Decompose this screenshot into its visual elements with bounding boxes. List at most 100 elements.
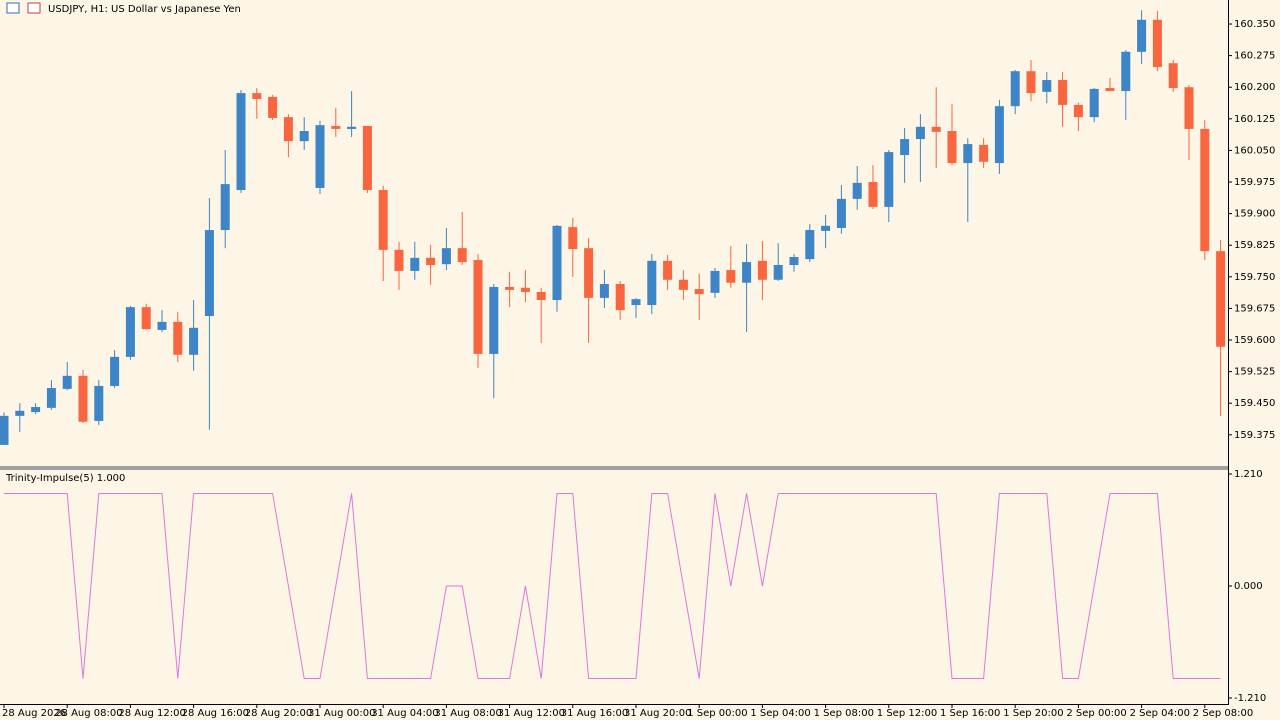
x-tick-label: 31 Aug 12:00 bbox=[498, 708, 565, 719]
y-tick-label: -1.210 bbox=[1234, 693, 1266, 704]
candle-body bbox=[599, 283, 609, 298]
x-tick-label: 28 Aug 12:00 bbox=[118, 708, 185, 719]
x-tick-label: 28 Aug 2026 bbox=[2, 708, 66, 719]
candle-body bbox=[110, 356, 120, 386]
chart-title: USDJPY, H1: US Dollar vs Japanese Yen bbox=[48, 4, 241, 15]
candle-body bbox=[584, 248, 594, 298]
candle-body bbox=[220, 184, 230, 231]
candle-body bbox=[78, 375, 88, 422]
x-tick-label: 31 Aug 16:00 bbox=[561, 708, 628, 719]
candle-body bbox=[836, 198, 846, 228]
candle-body bbox=[900, 139, 910, 156]
candle-body bbox=[141, 307, 151, 330]
chart-icon[interactable] bbox=[27, 2, 41, 14]
candle-body bbox=[915, 126, 925, 140]
x-tick-label: 28 Aug 08:00 bbox=[55, 708, 122, 719]
candle-body bbox=[1168, 63, 1178, 89]
candle-body bbox=[457, 248, 467, 263]
candle-body bbox=[789, 257, 799, 266]
x-tick-label: 1 Sep 00:00 bbox=[687, 708, 747, 719]
y-tick-label: 160.200 bbox=[1234, 82, 1275, 93]
candle-body bbox=[0, 415, 9, 445]
y-tick-label: 0.000 bbox=[1234, 581, 1263, 592]
y-tick-label: 159.900 bbox=[1234, 209, 1275, 220]
y-tick-label: 159.975 bbox=[1234, 177, 1275, 188]
candle-body bbox=[46, 388, 56, 408]
candle-body bbox=[1184, 87, 1194, 129]
y-tick-label: 159.600 bbox=[1234, 335, 1275, 346]
candle-body bbox=[757, 260, 767, 280]
candle-body bbox=[994, 106, 1004, 164]
candle-body bbox=[1026, 71, 1036, 94]
candle-body bbox=[410, 257, 420, 271]
candle-body bbox=[315, 125, 325, 188]
candle-body bbox=[125, 307, 135, 357]
candle-body bbox=[884, 152, 894, 207]
candle-body bbox=[62, 375, 72, 389]
y-tick-label: 159.375 bbox=[1234, 430, 1275, 441]
x-tick-label: 1 Sep 16:00 bbox=[940, 708, 1000, 719]
y-tick-label: 1.210 bbox=[1234, 469, 1263, 480]
candle-body bbox=[1121, 51, 1131, 92]
candle-body bbox=[394, 249, 404, 271]
candle-body bbox=[473, 259, 483, 354]
candle-body bbox=[1216, 251, 1226, 347]
x-tick-label: 31 Aug 00:00 bbox=[308, 708, 375, 719]
candle-body bbox=[1042, 80, 1052, 92]
candle-body bbox=[1200, 128, 1210, 252]
candle-body bbox=[1137, 19, 1147, 52]
menu-icon[interactable] bbox=[6, 2, 20, 14]
candle-body bbox=[252, 93, 262, 100]
candle-body bbox=[331, 125, 341, 129]
candle-body bbox=[552, 225, 562, 300]
candle-body bbox=[979, 144, 989, 162]
candle-body bbox=[773, 265, 783, 280]
candle-body bbox=[1089, 88, 1099, 118]
candle-body bbox=[536, 291, 546, 300]
candle-body bbox=[947, 131, 957, 164]
candle-body bbox=[868, 182, 878, 207]
candle-body bbox=[852, 182, 862, 199]
candle-body bbox=[726, 270, 736, 283]
candle-body bbox=[236, 93, 246, 191]
candle-body bbox=[805, 230, 815, 260]
candle-body bbox=[520, 287, 530, 292]
x-tick-label: 1 Sep 12:00 bbox=[877, 708, 937, 719]
candle-body bbox=[173, 321, 183, 355]
candle-body bbox=[963, 144, 973, 164]
y-tick-label: 160.050 bbox=[1234, 145, 1275, 156]
candle-body bbox=[15, 410, 25, 416]
y-tick-label: 160.350 bbox=[1234, 19, 1275, 30]
x-tick-label: 2 Sep 08:00 bbox=[1193, 708, 1253, 719]
candle-body bbox=[1010, 71, 1020, 107]
y-tick-label: 159.675 bbox=[1234, 303, 1275, 314]
x-tick-label: 31 Aug 20:00 bbox=[624, 708, 691, 719]
indicator-title: Trinity-Impulse(5) 1.000 bbox=[5, 473, 125, 484]
candle-body bbox=[268, 96, 278, 118]
x-tick-label: 28 Aug 16:00 bbox=[182, 708, 249, 719]
candle-body bbox=[299, 131, 309, 142]
candle-body bbox=[441, 248, 451, 265]
x-tick-label: 31 Aug 08:00 bbox=[434, 708, 501, 719]
x-tick-label: 1 Sep 04:00 bbox=[750, 708, 810, 719]
candle-body bbox=[1105, 88, 1115, 92]
candle-body bbox=[189, 327, 199, 355]
candle-body bbox=[362, 125, 372, 191]
candle-body bbox=[663, 260, 673, 280]
candle-body bbox=[568, 227, 578, 250]
x-tick-label: 2 Sep 04:00 bbox=[1130, 708, 1190, 719]
x-tick-label: 28 Aug 20:00 bbox=[245, 708, 312, 719]
candle-body bbox=[647, 260, 657, 306]
candle-body bbox=[157, 321, 167, 330]
candle-body bbox=[931, 126, 941, 132]
x-tick-label: 31 Aug 04:00 bbox=[371, 708, 438, 719]
y-tick-label: 159.450 bbox=[1234, 398, 1275, 409]
candle-body bbox=[1073, 104, 1083, 118]
y-tick-label: 159.750 bbox=[1234, 272, 1275, 283]
candle-body bbox=[347, 126, 357, 129]
candle-body bbox=[283, 117, 293, 142]
candle-body bbox=[678, 279, 688, 290]
